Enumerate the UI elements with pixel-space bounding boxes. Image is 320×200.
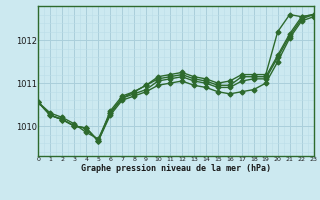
X-axis label: Graphe pression niveau de la mer (hPa): Graphe pression niveau de la mer (hPa) (81, 164, 271, 173)
